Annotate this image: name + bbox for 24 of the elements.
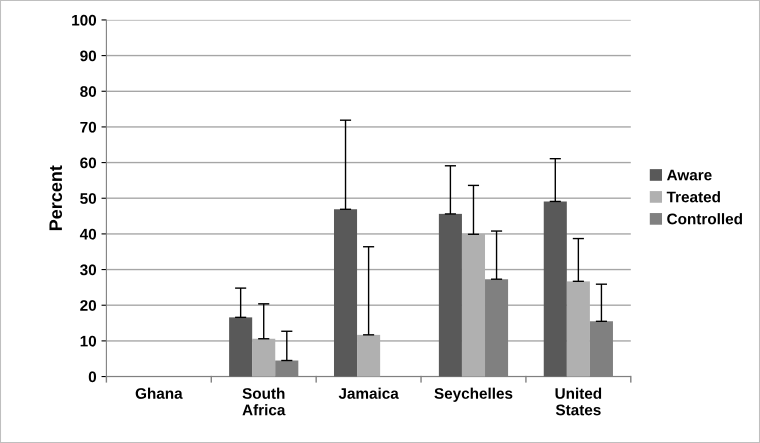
y-tick-label: 50	[80, 193, 96, 204]
bar	[544, 201, 567, 377]
y-tick-label: 80	[80, 86, 96, 97]
y-tick-label: 60	[80, 157, 96, 168]
legend-label: Controlled	[667, 213, 742, 224]
x-tick-label: United States	[556, 388, 602, 416]
bar	[438, 214, 462, 377]
x-tick-label: Jamaica	[338, 388, 399, 399]
x-tick-label: South Africa	[242, 388, 286, 416]
y-axis-title: Percent	[49, 165, 62, 230]
y-tick-label: 40	[80, 228, 96, 240]
y-tick-label: 70	[80, 122, 96, 133]
y-tick-label: 20	[80, 300, 96, 311]
bar	[229, 317, 252, 377]
y-tick-label: 0	[88, 371, 96, 382]
x-tick-label: Ghana	[136, 388, 183, 399]
legend-label: Aware	[666, 170, 712, 180]
y-tick-label: 10	[80, 336, 96, 347]
y-tick-label: 30	[80, 264, 96, 276]
y-tick-label: 100	[72, 14, 96, 26]
x-tick-label: Seychelles	[434, 388, 512, 402]
y-tick-label: 90	[80, 50, 96, 62]
legend-label: Treated	[666, 191, 720, 202]
bar	[334, 209, 358, 377]
